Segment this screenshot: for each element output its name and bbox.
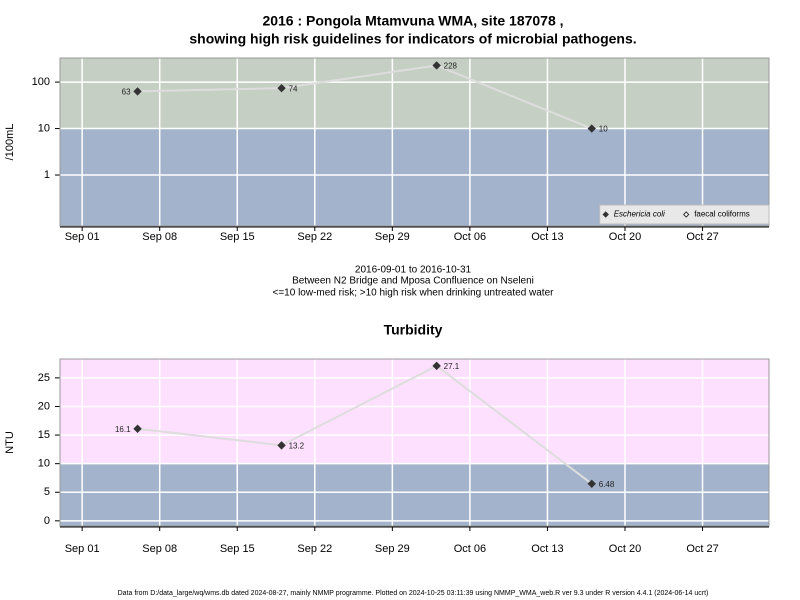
data-point (587, 124, 596, 133)
note: <=10 low-med risk; >10 high risk when dr… (273, 288, 555, 299)
value-label: 228 (444, 62, 458, 71)
x-tick-label: Sep 01 (65, 231, 100, 243)
value-label: 63 (122, 88, 131, 97)
value-label: 27.1 (444, 362, 460, 371)
x-tick-label: Sep 22 (297, 231, 332, 243)
x-tick-label: Oct 27 (686, 231, 718, 243)
series-line (137, 64, 593, 130)
footer: Data from D:/data_large/wq/wms.db dated … (118, 590, 709, 597)
x-tick-label: Sep 08 (142, 543, 177, 555)
x-tick-label: Oct 20 (609, 231, 641, 243)
x-tick-label: Oct 13 (531, 543, 563, 555)
legend-marker (682, 211, 690, 218)
band-above (60, 58, 769, 129)
y-tick-label: 20 (38, 400, 50, 412)
data-point (587, 479, 596, 488)
chart-title: 2016 : Pongola Mtamvuna WMA, site 187078… (262, 13, 563, 29)
y-tick-label: 0 (44, 515, 50, 527)
y-tick-label: 15 (38, 429, 50, 441)
value-label: 13.2 (289, 441, 305, 450)
y-tick-label: 5 (44, 486, 50, 498)
band-below (60, 463, 769, 526)
y-tick-label: 10 (38, 458, 50, 470)
y-tick-label: 100 (32, 76, 50, 88)
x-tick-label: Oct 27 (686, 543, 718, 555)
x-tick-label: Oct 13 (531, 231, 563, 243)
x-tick-label: Sep 08 (142, 231, 177, 243)
x-tick-label: Oct 06 (454, 543, 486, 555)
legend-label: faecal coliforms (694, 210, 750, 219)
data-point (277, 441, 286, 450)
chart-title: Turbidity (384, 322, 443, 338)
band-above (60, 359, 769, 464)
legend-marker (602, 211, 609, 218)
plot-border (59, 358, 770, 527)
x-tick-label: Sep 29 (375, 543, 410, 555)
y-axis-label: NTU (4, 431, 16, 454)
data-point (432, 361, 441, 371)
note: Between N2 Bridge and Mposa Confluence o… (292, 276, 534, 287)
chart-title: showing high risk guidelines for indicat… (189, 31, 636, 47)
data-point (133, 424, 142, 433)
data-point (133, 87, 142, 96)
x-tick-label: Sep 15 (220, 543, 255, 555)
note: 2016-09-01 to 2016-10-31 (355, 265, 472, 276)
series-line (137, 364, 593, 485)
y-tick-label: 1 (44, 169, 50, 181)
value-label: 6.48 (599, 480, 615, 489)
data-point (432, 61, 441, 70)
y-tick-label: 25 (38, 372, 50, 384)
x-tick-label: Sep 01 (65, 543, 100, 555)
value-label: 74 (289, 84, 298, 93)
plot-border (59, 57, 770, 227)
value-label: 16.1 (115, 425, 131, 434)
y-axis-label: /100mL (4, 124, 16, 161)
x-tick-label: Oct 20 (609, 543, 641, 555)
x-tick-label: Sep 15 (220, 231, 255, 243)
legend-label: Eschericia coli (614, 210, 665, 219)
data-point (277, 83, 286, 93)
x-tick-label: Sep 22 (297, 543, 332, 555)
x-tick-label: Oct 06 (454, 231, 486, 243)
x-tick-label: Sep 29 (375, 231, 410, 243)
value-label: 10 (599, 125, 608, 134)
y-tick-label: 10 (38, 122, 50, 134)
